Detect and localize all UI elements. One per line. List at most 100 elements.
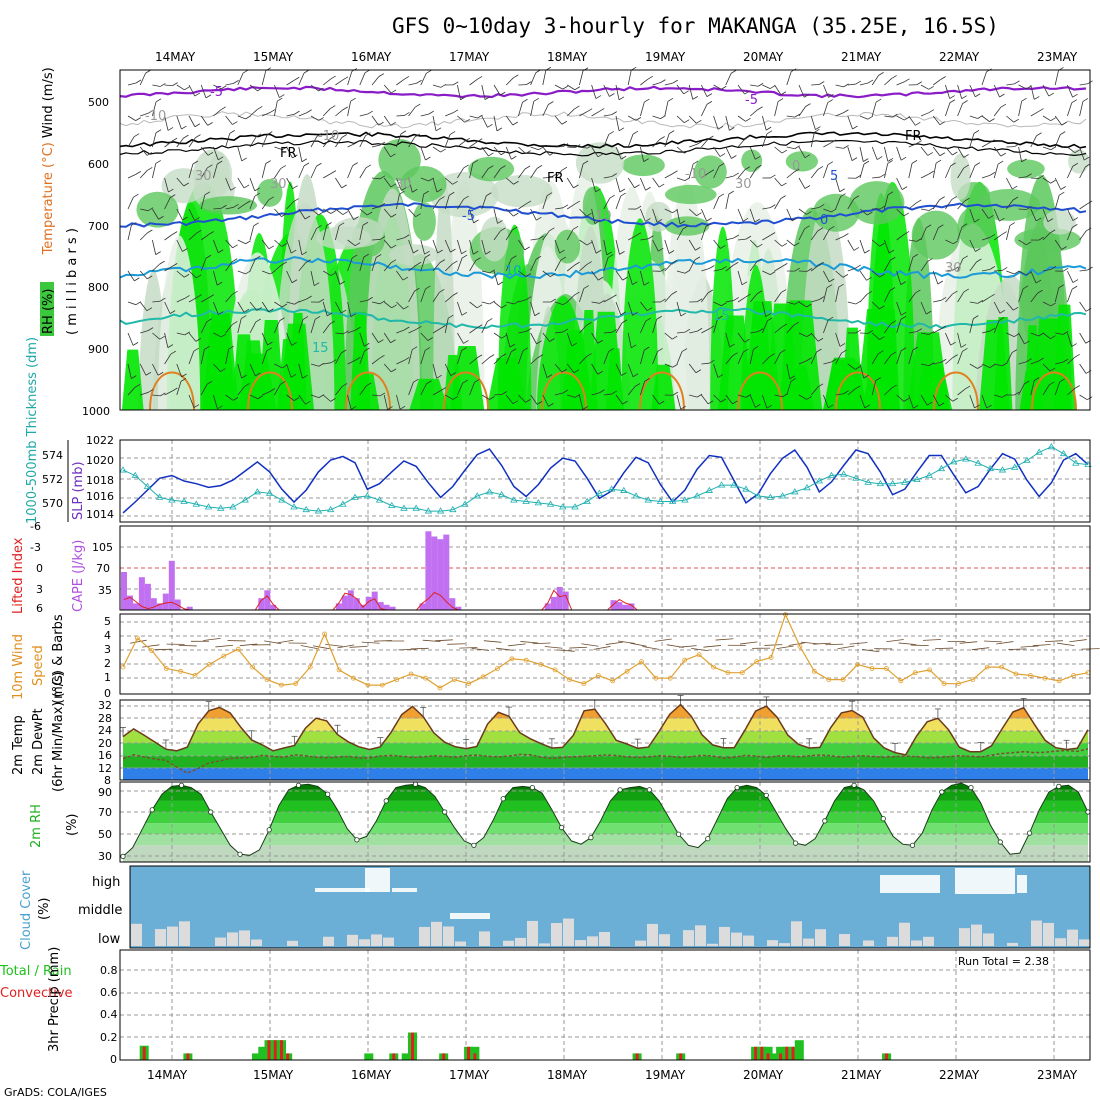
contour-label: 15 <box>312 341 329 356</box>
wind-barb <box>725 264 734 272</box>
wind-barb-flag <box>340 349 347 354</box>
wind-barb <box>591 392 600 396</box>
wind-barb-flag <box>867 79 874 84</box>
wind-barb-flag <box>574 291 580 296</box>
wind-barb-flag <box>903 231 910 235</box>
rh-blob <box>950 153 971 200</box>
wind-barb-flag <box>708 169 715 174</box>
wind-barb-flag <box>904 116 910 121</box>
wind-barb <box>1042 208 1049 222</box>
wind-barb <box>798 208 807 215</box>
wind-barb <box>493 208 498 224</box>
wind-barb-flag <box>583 285 589 289</box>
wind-barb-flag <box>1049 229 1056 234</box>
wind-barb-flag <box>500 227 506 232</box>
wind-barb-flag <box>843 233 849 237</box>
thickness-point <box>168 496 176 503</box>
wind-barb-flag <box>488 354 495 358</box>
wind-barb-flag <box>267 341 273 346</box>
rh2m-tick: 50 <box>98 828 112 841</box>
wind-barb <box>615 146 622 160</box>
wind-barb <box>469 208 474 224</box>
precip-convective-bar <box>442 1053 446 1060</box>
wind-barb-flag <box>550 273 556 277</box>
wind-barb <box>200 384 208 396</box>
rh2m-point <box>675 831 682 837</box>
wind-barb <box>945 394 954 402</box>
wind-barb-flag <box>390 244 397 249</box>
top-date-label: 23MAY <box>1037 50 1078 64</box>
wind-barb-flag <box>525 150 531 154</box>
wind-barb <box>627 386 636 396</box>
wind-barb <box>505 146 512 160</box>
wind-barb-flag <box>268 308 274 313</box>
low-cloud-bar <box>383 937 394 946</box>
upper-cloud-bar <box>955 868 1015 894</box>
wind-barb-flag <box>232 244 238 249</box>
temp-tick: 20 <box>98 737 112 750</box>
wind10m-barb <box>581 643 599 647</box>
wind-barb-flag <box>318 362 325 367</box>
wind-barb <box>701 292 709 303</box>
wind-barb <box>566 264 575 272</box>
wind-barb <box>835 146 844 149</box>
wind-barb <box>213 109 222 117</box>
wind-barb-flag <box>854 385 861 390</box>
wind-barb <box>859 164 865 179</box>
wind-barb-flag <box>744 166 751 171</box>
wind-barb <box>884 146 889 162</box>
wind-barb <box>969 133 975 148</box>
cape-bar <box>335 603 342 610</box>
wind-barb-flag <box>939 152 946 157</box>
wind-barb <box>713 301 722 307</box>
wind-barb <box>835 287 840 303</box>
wind-barb <box>713 115 719 130</box>
wind-barb <box>945 84 951 99</box>
wind-barb <box>689 394 698 398</box>
wind-barb <box>371 177 381 180</box>
precip-tick: 0.6 <box>100 986 118 999</box>
wind-barb <box>298 298 307 303</box>
wind-barb-flag <box>912 346 918 351</box>
wind-barb <box>737 394 747 398</box>
wind-barb-flag <box>745 394 752 398</box>
wind-barb-flag <box>435 127 442 132</box>
wind-barb-flag <box>145 69 151 74</box>
wind-barb <box>347 239 356 247</box>
wind10m-barb <box>178 644 197 647</box>
wind-barb-flag <box>645 317 651 322</box>
wind-barb-flag <box>546 374 553 378</box>
wind-barb <box>640 320 647 334</box>
wind-barb <box>554 301 564 306</box>
wind-barb <box>920 363 930 367</box>
precip-tick: 0 <box>110 1053 117 1066</box>
wind10m-point <box>466 681 472 687</box>
wind-barb <box>432 328 441 334</box>
wind-barb <box>737 270 743 285</box>
rh2m-tick: 70 <box>98 806 112 819</box>
low-cloud-bar <box>959 928 970 946</box>
wind-barb-flag <box>534 312 540 317</box>
wind-barb <box>798 332 807 337</box>
wind-barb <box>298 208 306 220</box>
wind10m-point <box>912 670 918 676</box>
wind-barb <box>286 239 292 254</box>
wind-barb <box>298 262 306 272</box>
contour-label: 0 <box>792 159 800 174</box>
wind-barb-flag <box>708 135 714 140</box>
wind-barb <box>701 362 710 365</box>
wind-barb-flag <box>268 245 275 250</box>
wind-barb-flag <box>487 318 493 322</box>
wind-barb-flag <box>535 255 542 260</box>
wind-barb-flag <box>733 297 739 301</box>
rh2m-point <box>851 782 857 788</box>
wind-barb-flag <box>171 137 178 142</box>
wind-barb-flag <box>512 121 519 126</box>
wind-barb-flag <box>522 347 529 352</box>
wind-barb <box>701 268 710 272</box>
wind-barb <box>335 177 343 189</box>
wind-barb <box>298 112 307 117</box>
wind-barb <box>249 109 258 117</box>
wind-barb <box>762 115 767 131</box>
wind-barb <box>505 394 514 404</box>
